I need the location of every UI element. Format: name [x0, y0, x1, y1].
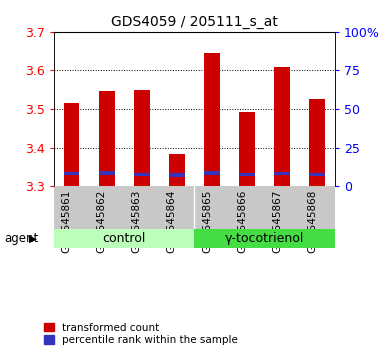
Bar [169, 173, 185, 177]
Bar [64, 103, 79, 186]
Bar [169, 154, 185, 186]
Text: GSM545864: GSM545864 [167, 189, 177, 253]
Bar [99, 91, 114, 186]
FancyBboxPatch shape [194, 229, 335, 248]
Bar [204, 53, 220, 186]
Text: GSM545866: GSM545866 [237, 189, 247, 253]
Text: GSM545862: GSM545862 [97, 189, 107, 253]
Bar [134, 90, 150, 186]
Text: GSM545861: GSM545861 [62, 189, 72, 253]
Legend: transformed count, percentile rank within the sample: transformed count, percentile rank withi… [44, 322, 238, 345]
Text: GSM545868: GSM545868 [307, 189, 317, 253]
Bar [239, 173, 255, 176]
Text: agent: agent [4, 232, 38, 245]
Text: γ-tocotrienol: γ-tocotrienol [225, 232, 305, 245]
FancyBboxPatch shape [54, 229, 194, 248]
Bar [310, 173, 325, 176]
Bar [134, 173, 150, 176]
Title: GDS4059 / 205111_s_at: GDS4059 / 205111_s_at [111, 16, 278, 29]
Text: ▶: ▶ [28, 234, 37, 244]
Bar [99, 171, 114, 175]
Bar [204, 171, 220, 175]
Bar [275, 172, 290, 175]
Text: GSM545863: GSM545863 [132, 189, 142, 253]
Bar [239, 112, 255, 186]
Bar [64, 172, 79, 175]
Text: GSM545867: GSM545867 [272, 189, 282, 253]
Bar [310, 98, 325, 186]
Text: GSM545865: GSM545865 [202, 189, 212, 253]
Bar [275, 67, 290, 186]
Text: control: control [102, 232, 146, 245]
